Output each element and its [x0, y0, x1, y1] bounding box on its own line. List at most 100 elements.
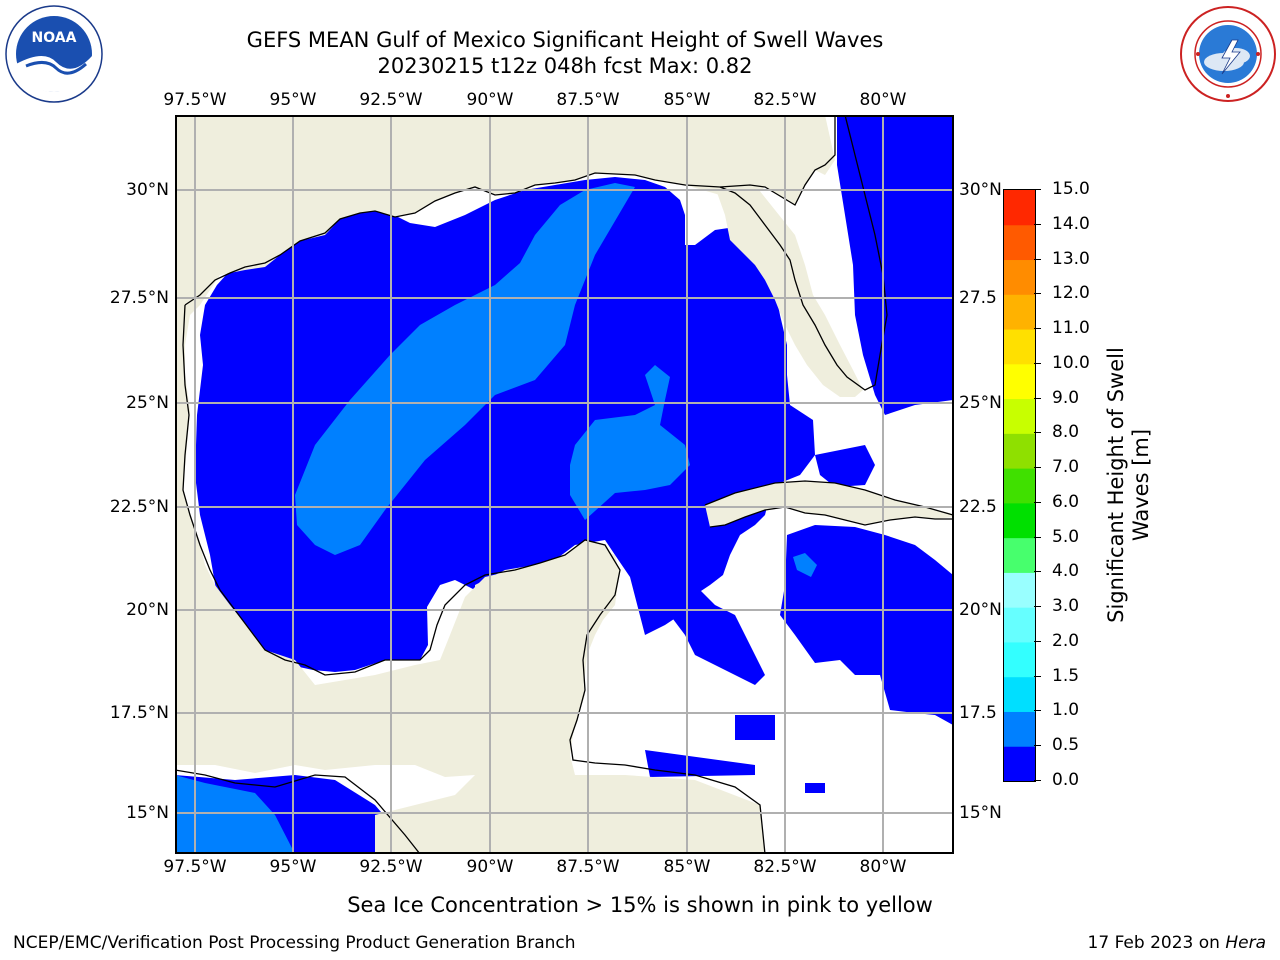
colorbar-tick-label: 11.0 — [1052, 318, 1090, 339]
map-panel — [174, 114, 954, 855]
colorbar-tick-label: 8.0 — [1052, 422, 1080, 443]
lon-label-top: 92.5°W — [359, 90, 423, 110]
colorbar-swatch — [1004, 433, 1035, 469]
swell-band-0-0.5-bahamas — [815, 445, 875, 487]
land-cuba — [705, 481, 953, 527]
colorbar-tick-label: 6.0 — [1052, 491, 1080, 512]
noaa-logo-text: NOAA — [32, 30, 77, 46]
coastline-us — [184, 115, 836, 306]
lat-label-left: 17.5°N — [109, 703, 169, 723]
colorbar-tick-label: 12.0 — [1052, 283, 1090, 304]
lat-label-left: 22.5°N — [109, 497, 169, 517]
colorbar-swatch — [1004, 676, 1035, 712]
colorbar-swatch — [1004, 329, 1035, 365]
colorbar-tick-mark — [1034, 189, 1041, 190]
coastlines — [174, 114, 954, 855]
colorbar-tick-mark — [1034, 258, 1041, 260]
date-credit: 17 Feb 2023 on Hera — [1088, 933, 1266, 953]
lat-label-right: 15°N — [959, 803, 1002, 823]
colorbar-swatch — [1004, 294, 1035, 330]
colorbar-swatch — [1004, 607, 1035, 643]
lat-label-left: 27.5°N — [109, 288, 169, 308]
lon-label-top: 82.5°W — [753, 90, 817, 110]
colorbar-tick-label: 1.5 — [1052, 665, 1080, 686]
colorbar-tick-mark — [1034, 223, 1041, 225]
colorbar-swatch — [1004, 641, 1035, 678]
coastline-cuba — [704, 480, 954, 528]
colorbar-tick-label: 0.5 — [1052, 735, 1080, 756]
lon-label-bottom: 87.5°W — [556, 857, 620, 877]
colorbar-tick-mark — [1034, 710, 1041, 712]
swell-band-0-0.5-coast — [645, 750, 755, 777]
lon-label-top: 85°W — [663, 90, 711, 110]
lat-label-left: 25°N — [126, 393, 169, 413]
lon-label-top: 87.5°W — [556, 90, 620, 110]
colorbar-tick-mark — [1034, 432, 1041, 434]
chart-title: GEFS MEAN Gulf of Mexico Significant Hei… — [246, 28, 884, 52]
colorbar-swatch — [1004, 572, 1035, 608]
lon-label-bottom: 97.5°W — [163, 857, 227, 877]
colorbar-swatch — [1004, 746, 1035, 782]
lon-label-bottom: 92.5°W — [359, 857, 423, 877]
colorbar-tick-mark — [1034, 397, 1041, 399]
colorbar-tick-label: 7.0 — [1052, 457, 1080, 478]
colorbar-swatch — [1004, 502, 1035, 539]
colorbar-ticks: 0.0 0.5 1.0 1.5 2.0 3.0 4.0 5.0 6.0 7.0 8.0 9.0 10.0… — [1034, 179, 1094, 790]
colorbar-swatch — [1004, 363, 1035, 400]
coastline-pacific — [174, 769, 421, 855]
lon-label-top: 80°W — [859, 90, 907, 110]
swell-band-0.5-1.0-patch — [793, 553, 817, 577]
lat-label-right: 30°N — [959, 180, 1002, 200]
colorbar-tick-mark — [1034, 293, 1041, 295]
colorbar-tick-label: 10.0 — [1052, 352, 1090, 373]
colorbar-tick-label: 13.0 — [1052, 248, 1090, 269]
swell-band-0-0.5-caribbean — [780, 525, 953, 725]
nws-logo — [1178, 4, 1278, 104]
lat-label-right: 27.5 — [959, 288, 997, 308]
colorbar-tick-mark — [1034, 501, 1041, 503]
swell-band-0-0.5-honduras — [735, 715, 775, 740]
land-yucatan — [375, 540, 765, 854]
colorbar-tick-label: 3.0 — [1052, 596, 1080, 617]
land-florida — [715, 185, 863, 397]
colorbar-tick-label: 5.0 — [1052, 526, 1080, 547]
colorbar-label: Significant Height of Swell Waves [m] — [1104, 347, 1153, 623]
colorbar-tick-mark — [1034, 606, 1041, 608]
colorbar-tick-label: 4.0 — [1052, 561, 1080, 582]
map-frame — [175, 115, 954, 854]
lat-label-left: 15°N — [126, 803, 169, 823]
colorbar-swatch — [1004, 398, 1035, 434]
lat-label-right: 20°N — [959, 600, 1002, 620]
lon-label-bottom: 82.5°W — [753, 857, 817, 877]
colorbar-tick-label: 15.0 — [1052, 179, 1090, 199]
coastline-florida — [719, 114, 888, 391]
swell-band-0.5-1.0-central — [295, 183, 635, 555]
gridlines — [175, 115, 954, 854]
colorbar-tick-mark — [1034, 328, 1041, 330]
colorbar-tick-label: 0.0 — [1052, 770, 1080, 790]
host-name: Hera — [1225, 933, 1266, 953]
noaa-logo: NOAA — [4, 4, 104, 104]
lat-label-left: 30°N — [126, 180, 169, 200]
lon-label-bottom: 85°W — [663, 857, 711, 877]
lat-label-left: 20°N — [126, 600, 169, 620]
lon-label-bottom: 90°W — [466, 857, 514, 877]
colorbar-tick-label: 1.0 — [1052, 700, 1080, 721]
colorbar-swatch — [1004, 468, 1035, 504]
colorbar-tick-mark — [1034, 780, 1041, 781]
coastline-mexico — [182, 304, 766, 855]
branch-credit: NCEP/EMC/Verification Post Processing Pr… — [13, 933, 576, 953]
colorbar-tick-mark — [1034, 362, 1041, 364]
swell-band-0-0.5-patch — [805, 783, 825, 793]
lon-label-top: 95°W — [269, 90, 317, 110]
colorbar-swatch — [1004, 190, 1035, 226]
lon-label-top: 97.5°W — [163, 90, 227, 110]
lat-label-right: 25°N — [959, 393, 1002, 413]
lon-label-top: 90°W — [466, 90, 514, 110]
map-svg — [174, 114, 954, 855]
colorbar-tick-label: 9.0 — [1052, 387, 1080, 408]
colorbar-tick-label: 2.0 — [1052, 630, 1080, 651]
colorbar-tick-mark — [1034, 467, 1041, 469]
colorbar — [1003, 189, 1036, 782]
date-text: 17 Feb 2023 on — [1087, 933, 1226, 953]
